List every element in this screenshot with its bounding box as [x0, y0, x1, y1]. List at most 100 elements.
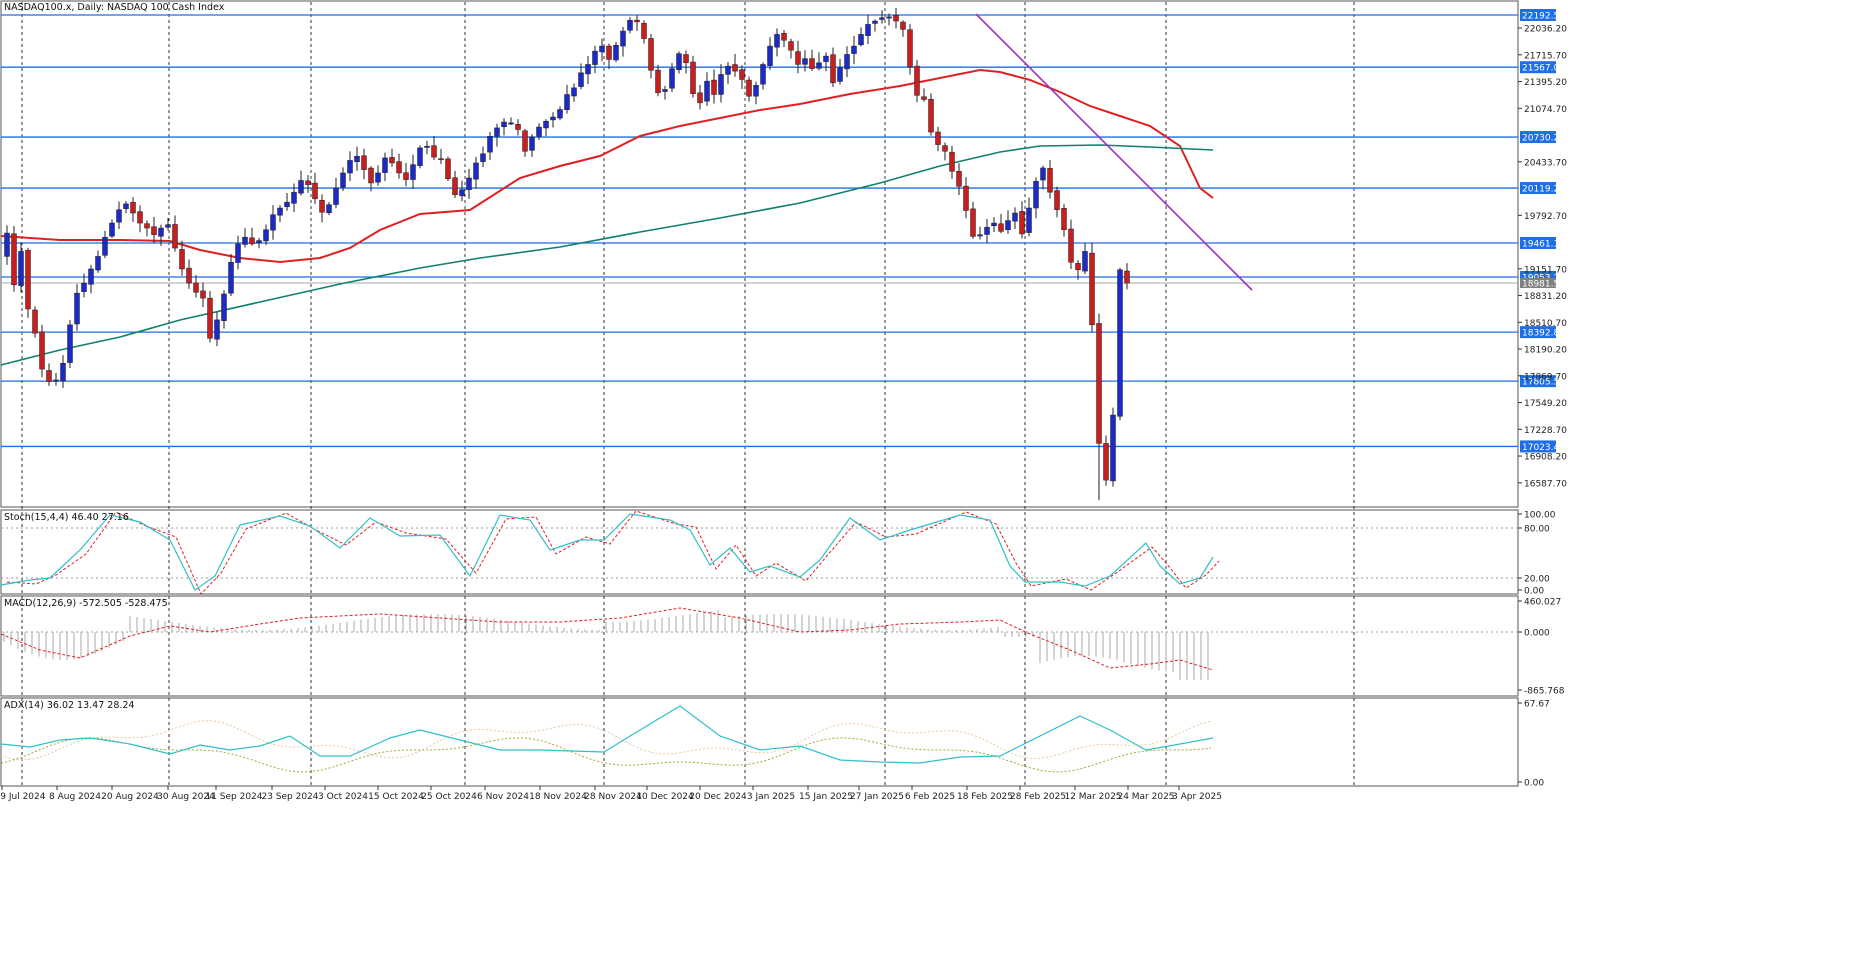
date-label-12: 10 Dec 2024 — [636, 792, 694, 802]
candle — [193, 275, 199, 298]
candle-body — [1103, 443, 1109, 481]
candle — [550, 112, 556, 128]
candle-body — [655, 69, 661, 94]
candle — [529, 134, 535, 157]
candle — [494, 123, 500, 147]
candle — [578, 63, 584, 90]
candle-body — [781, 33, 787, 41]
chart-title: NASDAQ100.x, Daily: NASDAQ 100 Cash Inde… — [4, 2, 225, 13]
candle-body — [746, 79, 752, 97]
candle — [613, 41, 619, 63]
candle — [1026, 197, 1032, 237]
candle — [599, 38, 605, 62]
price-pane[interactable] — [0, 0, 1519, 508]
level-tag-8 — [1520, 440, 1556, 453]
level-label-4: 19461.10 — [1522, 239, 1565, 249]
candle-body — [872, 20, 878, 24]
price-tick-7: 18831.20 — [1524, 292, 1567, 302]
candle-body — [340, 172, 346, 188]
candle-body — [172, 224, 178, 249]
candle — [438, 148, 444, 165]
candle — [592, 45, 598, 74]
candle — [123, 200, 129, 214]
candle — [403, 162, 409, 187]
candle — [11, 226, 17, 292]
candle-body — [837, 67, 843, 82]
candle-body — [298, 180, 304, 194]
price-tick-2: 21395.20 — [1524, 78, 1567, 88]
candle — [445, 156, 451, 182]
candle-body — [88, 268, 94, 285]
candle — [837, 58, 843, 85]
candle-body — [711, 79, 717, 95]
candle — [298, 170, 304, 196]
candle — [200, 282, 206, 307]
candle — [389, 148, 395, 167]
candle-body — [1033, 181, 1039, 209]
candle-body — [886, 16, 892, 19]
candle — [102, 230, 108, 259]
price-tick-9: 18190.20 — [1524, 346, 1567, 356]
macd-signal-line — [0, 607, 1214, 671]
candle — [1082, 243, 1088, 275]
candle-body — [186, 267, 192, 284]
level-tag-6 — [1520, 326, 1556, 339]
macd-pane[interactable] — [0, 595, 1519, 697]
candle — [95, 250, 101, 273]
candle-body — [305, 180, 311, 185]
candle — [1103, 435, 1109, 486]
price-tick-13: 16908.20 — [1524, 453, 1567, 463]
candle-body — [1047, 168, 1053, 193]
candle — [977, 226, 983, 240]
candle-body — [557, 109, 563, 119]
date-label-6: 3 Oct 2024 — [318, 792, 368, 802]
candle — [767, 37, 773, 70]
vertical-grid — [21, 2, 1355, 785]
candle-body — [228, 262, 234, 294]
candle — [256, 237, 262, 249]
stoch-pane[interactable] — [0, 509, 1519, 595]
adx-minus-di-line — [0, 737, 1212, 773]
candle — [1040, 165, 1046, 190]
adx-pane[interactable] — [0, 697, 1519, 787]
candle-body — [732, 64, 738, 72]
adx-tick-0: 67.67 — [1524, 700, 1550, 710]
candle-body — [851, 45, 857, 54]
candle-body — [592, 50, 598, 65]
candle-body — [291, 191, 297, 204]
candle — [606, 43, 612, 70]
candle — [928, 93, 934, 136]
candle — [1124, 263, 1130, 290]
candle-body — [991, 222, 997, 227]
candle-body — [550, 116, 556, 121]
candle — [627, 16, 633, 34]
candle-body — [165, 224, 171, 228]
date-label-19: 28 Feb 2025 — [1010, 792, 1066, 802]
candle-body — [46, 370, 52, 382]
candle — [1075, 260, 1081, 280]
date-label-1: 8 Aug 2024 — [49, 792, 101, 802]
candle — [774, 28, 780, 57]
candle-body — [529, 136, 535, 151]
macd-title: MACD(12,26,9) -572.505 -528.475 — [4, 598, 168, 609]
candle — [830, 47, 836, 88]
candle — [935, 126, 941, 152]
candle — [480, 146, 486, 168]
date-label-17: 6 Feb 2025 — [905, 792, 955, 802]
candle-body — [417, 147, 423, 166]
candle — [130, 197, 136, 222]
candle — [921, 88, 927, 102]
candle — [1005, 210, 1011, 234]
candle-body — [795, 51, 801, 65]
candle-body — [179, 249, 185, 270]
candle-body — [634, 19, 640, 23]
candle-body — [753, 85, 759, 97]
candle — [655, 64, 661, 97]
candle — [879, 10, 885, 24]
candle — [431, 135, 437, 161]
price-tick-6: 19151.70 — [1524, 265, 1567, 275]
candle-body — [431, 145, 437, 158]
level-label-3: 20119.20 — [1522, 185, 1565, 195]
